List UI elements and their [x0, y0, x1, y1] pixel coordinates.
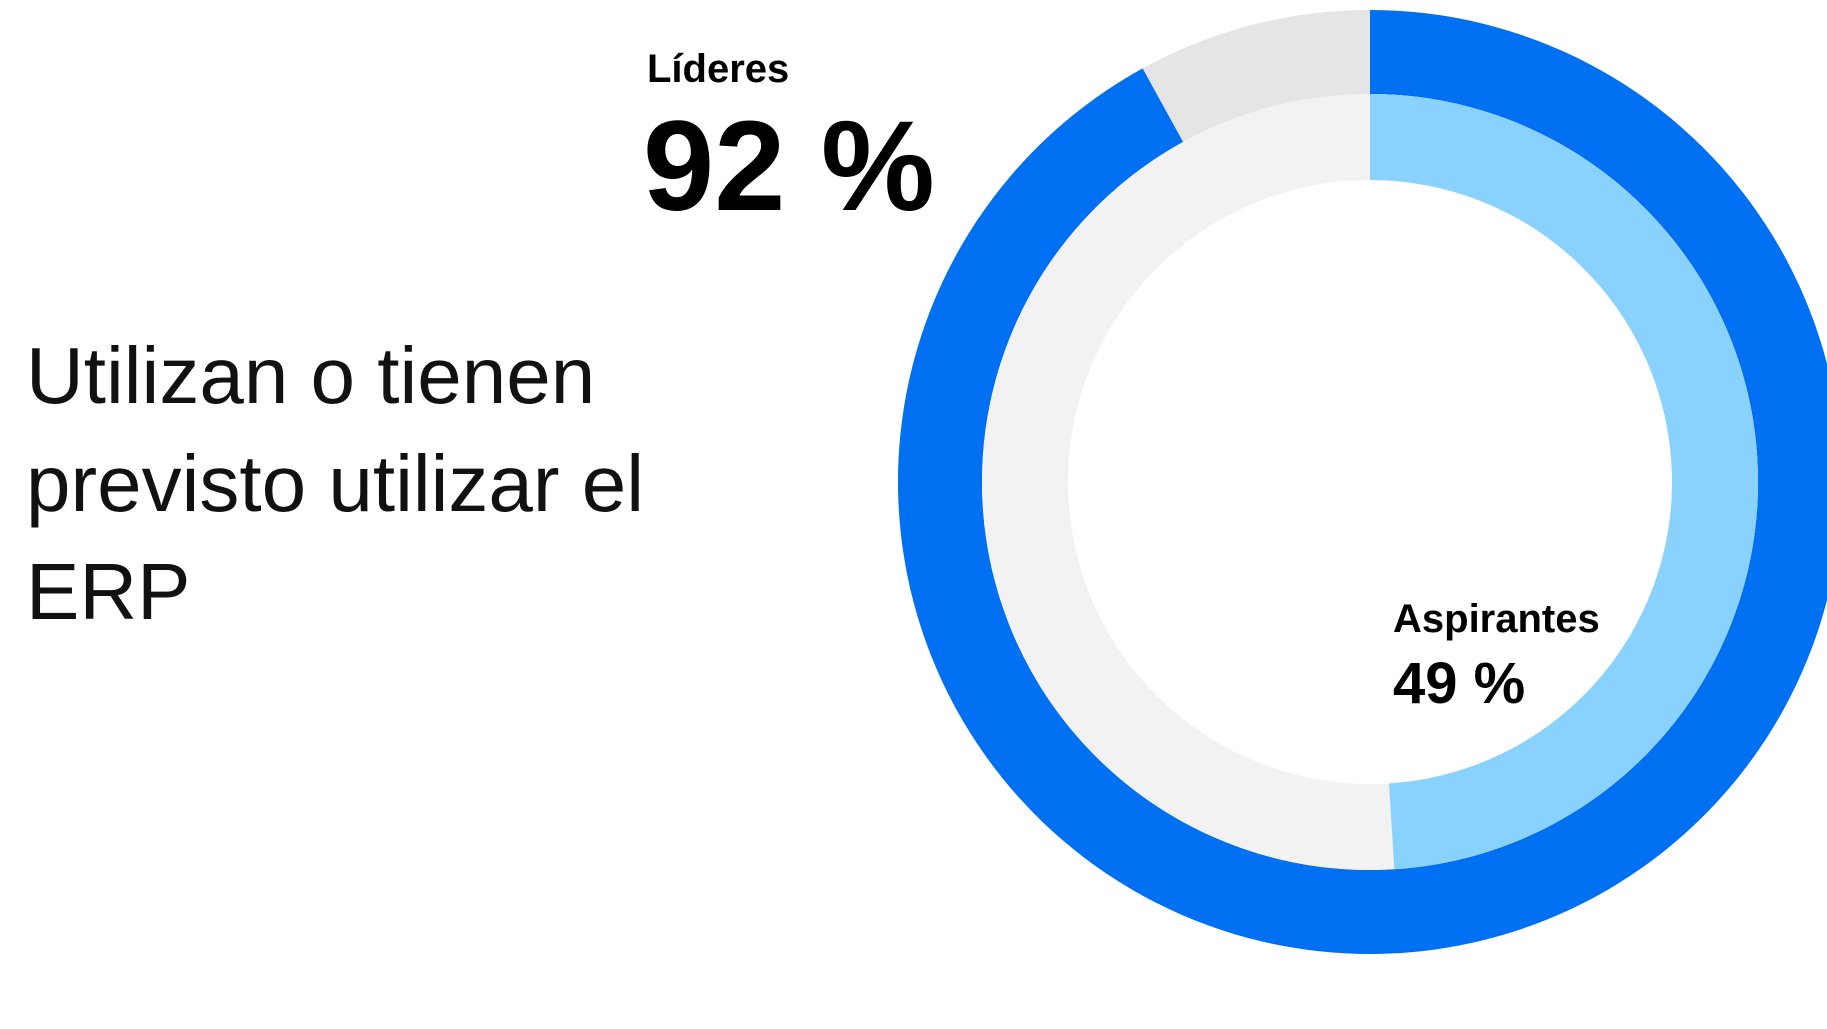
- value-label: 92 %: [643, 95, 935, 238]
- value-label: 49 %: [1393, 651, 1525, 716]
- chart-title: Utilizan o tienen previsto utilizar el E…: [26, 331, 645, 636]
- series-label: Aspirantes: [1393, 597, 1600, 641]
- series-label: Líderes: [647, 47, 789, 91]
- ring-arc: [1370, 94, 1758, 870]
